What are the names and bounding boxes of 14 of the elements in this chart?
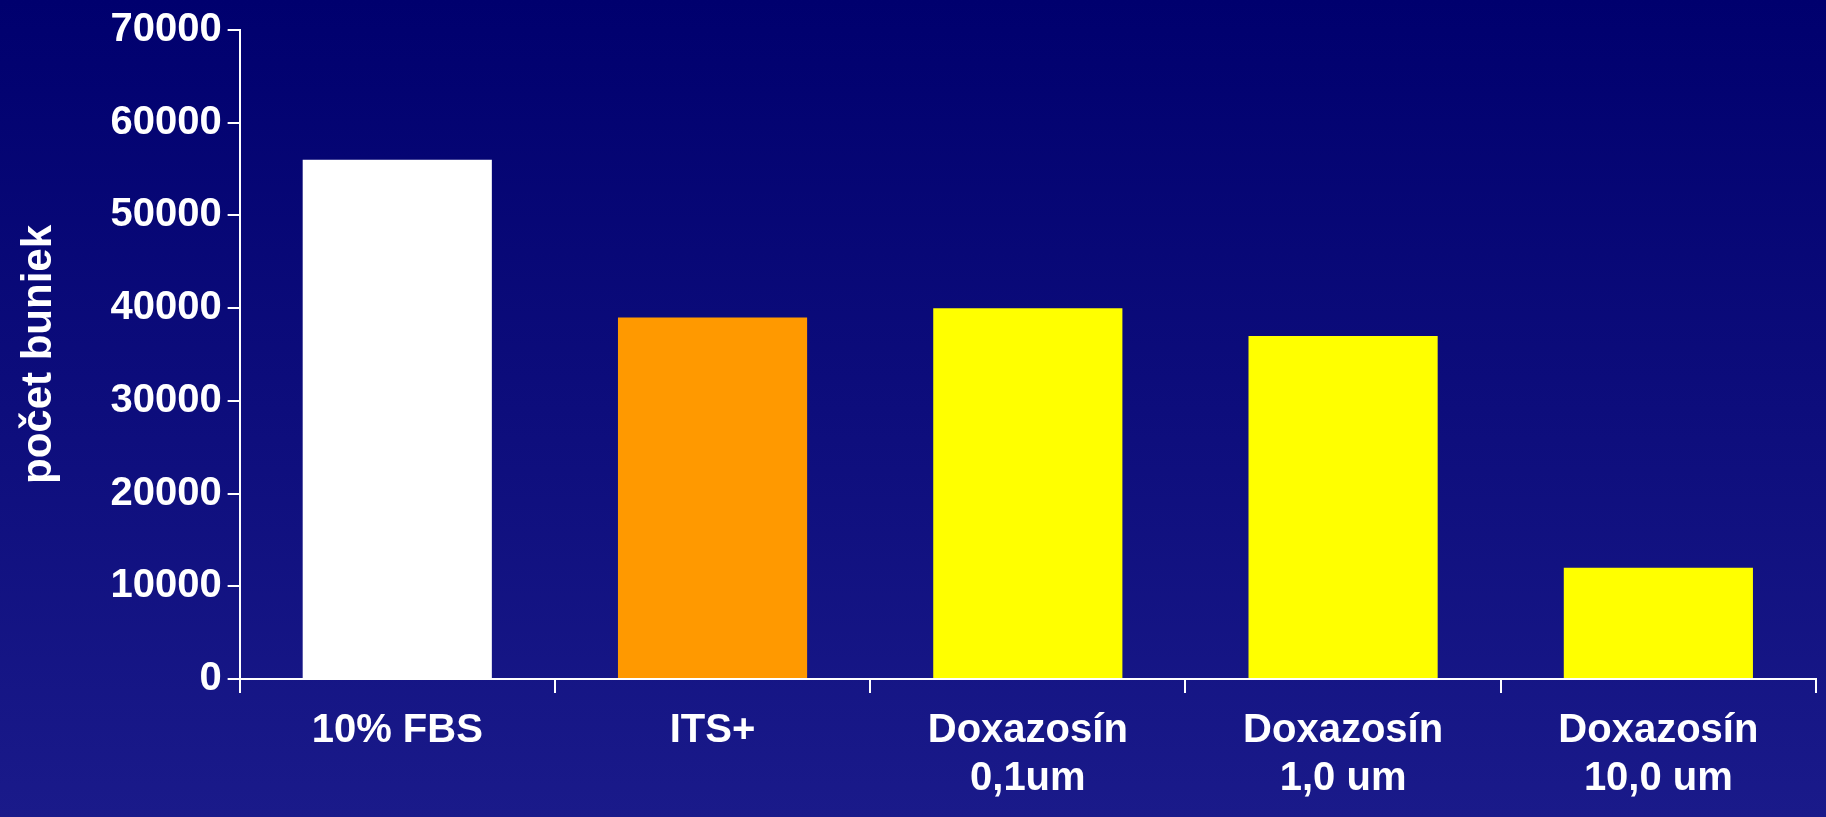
y-tick-label: 60000 [110,97,222,142]
y-tick-label: 30000 [110,375,222,420]
x-tick-label: Doxazosín 10,0 um [1558,706,1759,799]
y-tick-label: 0 [199,654,222,699]
y-tick-label: 40000 [110,283,222,328]
x-tick-label: Doxazosín 0,1um [927,706,1128,799]
x-tick-label: ITS+ [669,706,756,751]
x-tick-label: Doxazosín 1,0 um [1243,706,1444,799]
y-tick-label: 20000 [110,468,222,513]
y-tick-label: 10000 [110,561,222,606]
x-tick-label: 10% FBS [311,706,483,751]
y-tick-label: 70000 [110,5,222,50]
y-tick-label: 50000 [110,190,222,235]
y-axis-title: počet buniek [12,224,60,485]
